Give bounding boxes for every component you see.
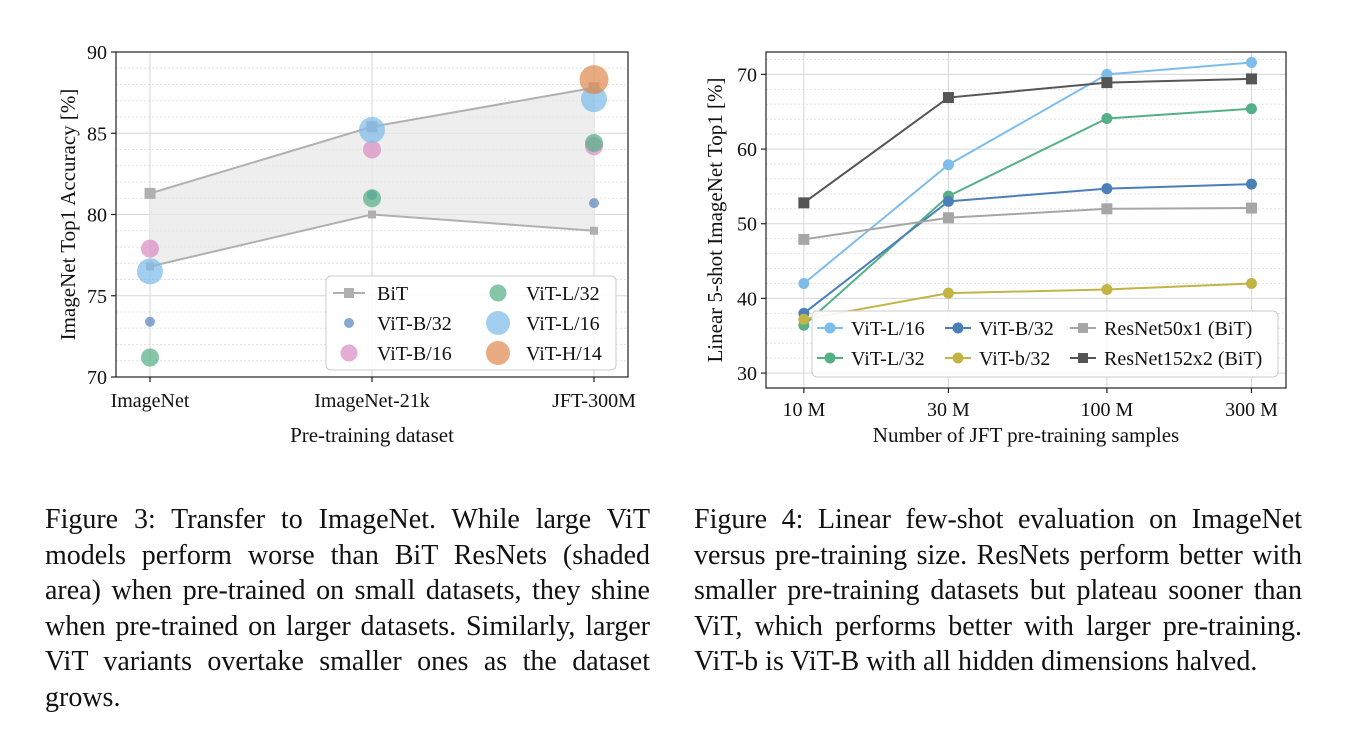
point-vit-b-32 [798,313,810,325]
point-vit-b-32 [1245,277,1257,289]
legend-label-vit-h-14: ViT-H/14 [526,343,602,365]
legend-marker-vit-b-32 [344,318,354,328]
point-vit-b-32 [942,287,954,299]
point-vit-b-32 [1101,283,1113,295]
plot-frame [765,51,1287,389]
y-tick-label: 30 [737,363,757,385]
legend-label-resnet50x1-bit: ResNet50x1 (BiT) [1104,318,1252,340]
legend-marker-vit-l-16 [824,322,836,334]
x-tick-label: ImageNet [111,390,190,412]
y-tick-label: 50 [737,214,757,236]
point-resnet50x1-bit [798,233,810,245]
point-vit-l-16 [1245,56,1257,68]
point-vit-l-32 [585,134,603,152]
figure-3-caption: Figure 3: Transfer to ImageNet. While la… [45,504,650,713]
x-axis-label: Number of JFT pre-training samples [873,423,1179,447]
x-tick-label: 10 M [782,399,825,421]
bit-marker [144,187,156,199]
legend-box [325,275,617,371]
y-tick-label: 60 [737,139,757,161]
point-vit-l-16 [581,86,607,113]
y-tick-label: 85 [87,123,107,145]
legend-marker-vit-b-32 [952,322,964,334]
figure-canvas: 70 75 80 85 90 ImageNet ImageNet-21k JFT-300M Pr… [56,42,1287,447]
series-line-vit-l-16 [803,61,1252,285]
chart-few-shot-evaluation: 30 40 50 60 70 10 M 30 M 100 M 300 M Number of JF… [703,51,1287,447]
point-resnet152x2-bit [942,92,954,104]
point-vit-b-32 [589,198,599,209]
point-vit-b-32 [145,316,155,327]
legend-label-vit-b-32: ViT-b/32 [979,348,1050,370]
point-resnet50x1-bit [1101,203,1113,215]
point-vit-l-16 [798,277,810,289]
legend-marker-vit-b-16 [340,344,358,362]
point-vit-b-16 [141,239,159,258]
bit-marker [590,226,598,235]
chart-transfer-imagenet: 70 75 80 85 90 ImageNet ImageNet-21k JFT-300M Pr… [56,42,636,447]
legend: ViT-L/16 ViT-L/32 ViT-B/32 ViT-b/32 ResNet50… [811,310,1279,378]
point-resnet50x1-bit [1245,202,1257,214]
point-vit-l-16 [137,258,163,285]
legend-marker-vit-l-32 [489,284,507,302]
bit-marker [368,210,376,219]
point-vit-l-32 [363,189,381,208]
y-axis-label: ImageNet Top1 Accuracy [%] [56,89,80,341]
point-resnet152x2-bit [798,197,810,209]
legend-label-vit-b-32: ViT-B/32 [377,313,452,335]
x-tick-label: 100 M [1080,399,1133,421]
legend-marker-vit-l-32 [824,352,836,364]
y-tick-label: 70 [737,64,757,86]
legend-marker-resnet50x1-bit [1078,323,1088,333]
x-tick-label: 30 M [927,399,970,421]
series-line-resnet152x2-bit [803,77,1252,204]
legend-label-bit: BiT [377,283,408,305]
legend-label-vit-l-32: ViT-L/32 [851,348,925,370]
legend-box [811,310,1279,378]
point-vit-l-32 [1245,103,1257,115]
point-resnet50x1-bit [942,212,954,224]
legend-marker-bit [344,288,354,298]
y-tick-label: 75 [87,286,107,308]
y-tick-label: 90 [87,42,107,64]
series-line-vit-b-32 [803,183,1252,315]
point-vit-l-32 [1101,112,1113,124]
x-tick-label: 300 M [1225,399,1278,421]
point-resnet152x2-bit [1101,77,1113,89]
y-tick-label: 40 [737,288,757,310]
point-vit-l-16 [942,159,954,171]
legend-marker-resnet152x2-bit [1078,353,1088,363]
figure-4-caption: Figure 4: Linear few-shot evaluation on … [694,504,1302,677]
legend-label-vit-l-16: ViT-L/16 [526,313,600,335]
point-vit-b-32 [1245,178,1257,190]
legend-label-vit-l-16: ViT-L/16 [851,318,925,340]
legend-label-vit-b-16: ViT-B/16 [377,343,452,365]
y-tick-label: 80 [87,205,107,227]
point-vit-b-16 [363,140,381,159]
series-line-resnet50x1-bit [803,207,1252,241]
x-axis-label: Pre-training dataset [290,423,454,447]
legend-marker-vit-b-32 [952,352,964,364]
legend-label-vit-b-32: ViT-B/32 [979,318,1054,340]
legend-marker-vit-l-16 [486,311,510,335]
x-tick-label: ImageNet-21k [314,390,430,412]
legend-label-vit-l-32: ViT-L/32 [526,283,600,305]
point-vit-l-32 [141,348,159,367]
series-line-vit-b-32 [803,282,1252,321]
series-line-vit-l-32 [803,107,1252,327]
point-vit-b-32 [1101,183,1113,195]
x-tick-label: JFT-300M [552,390,636,412]
point-vit-l-16 [359,117,385,143]
point-vit-b-32 [942,195,954,207]
legend: BiT ViT-B/32 ViT-B/16 ViT-L/32 ViT-L/16 ViT-H… [325,275,617,371]
legend-label-resnet152x2-bit: ResNet152x2 (BiT) [1104,348,1262,370]
y-tick-label: 70 [87,367,107,389]
point-vit-h-14 [579,65,609,95]
legend-marker-vit-h-14 [486,341,510,365]
point-resnet152x2-bit [1245,73,1257,85]
y-axis-label: Linear 5-shot ImageNet Top1 [%] [703,77,727,362]
